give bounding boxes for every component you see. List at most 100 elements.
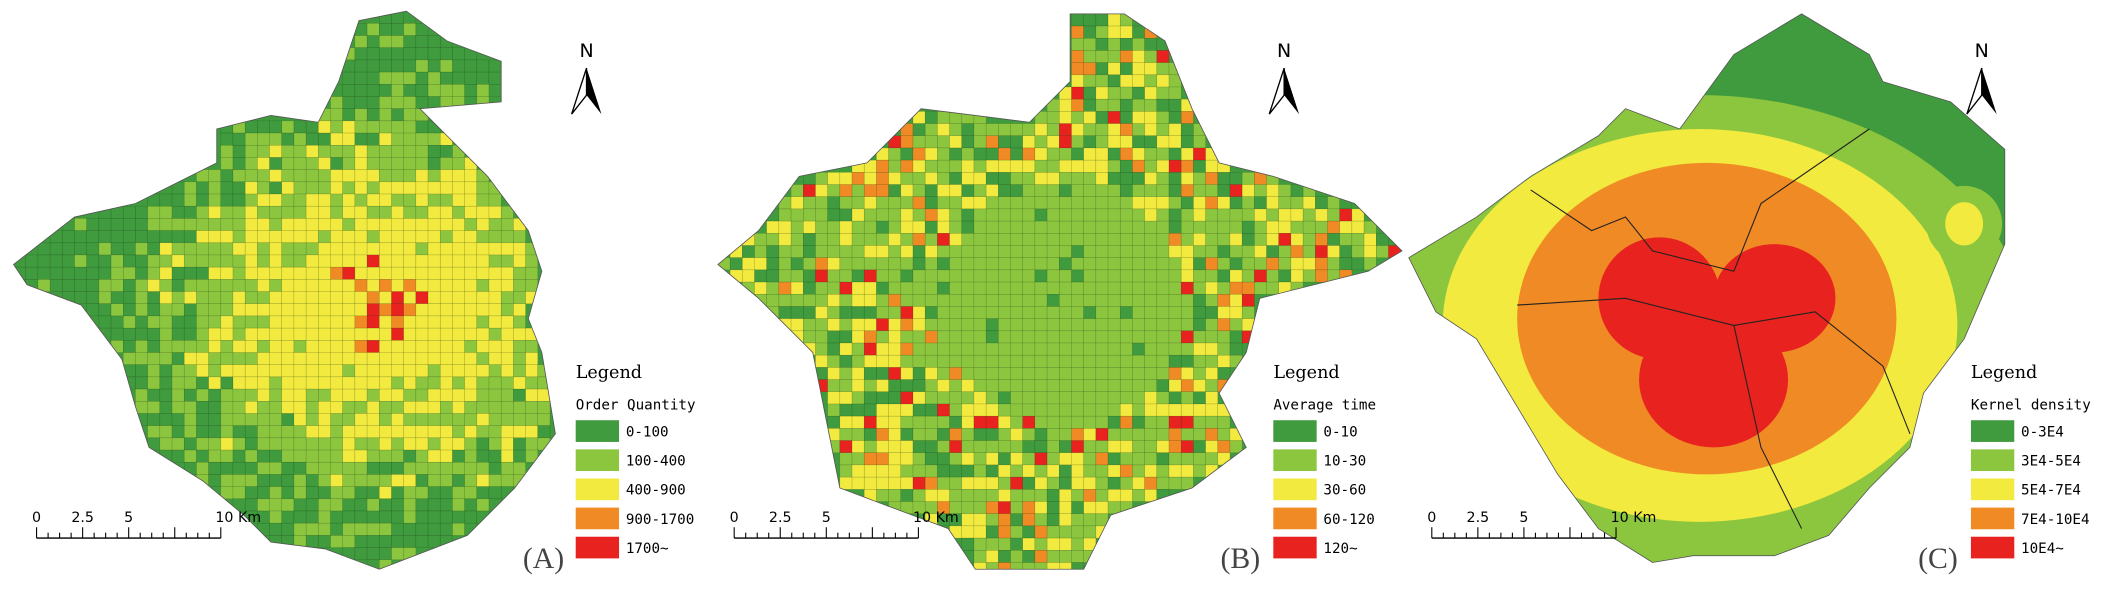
grid-cell xyxy=(778,220,792,234)
grid-cell xyxy=(281,315,295,329)
grid-cell xyxy=(1083,476,1097,490)
grid-cell xyxy=(427,254,441,268)
grid-cell xyxy=(1071,98,1084,112)
grid-cell xyxy=(135,230,148,244)
grid-cell xyxy=(330,449,343,463)
grid-cell xyxy=(1168,269,1182,283)
grid-cell xyxy=(1229,245,1243,258)
grid-cell xyxy=(912,123,926,137)
grid-cell xyxy=(1010,489,1023,502)
grid-cell xyxy=(305,157,319,170)
grid-cell xyxy=(427,132,441,146)
grid-cell xyxy=(912,269,926,283)
grid-cell xyxy=(269,132,283,146)
grid-cell xyxy=(1034,489,1048,502)
grid-cell xyxy=(1095,159,1109,173)
grid-cell xyxy=(354,242,368,256)
grid-cell xyxy=(318,425,331,439)
grid-cell xyxy=(305,510,319,524)
grid-cell xyxy=(1327,245,1340,258)
grid-cell xyxy=(1010,269,1023,283)
grid-cell xyxy=(171,413,185,426)
grid-cell xyxy=(1132,318,1145,332)
grid-cell xyxy=(452,84,465,97)
grid-cell xyxy=(147,340,161,353)
grid-cell xyxy=(391,169,404,183)
grid-cell xyxy=(1059,452,1072,466)
grid-cell xyxy=(1132,415,1145,429)
grid-cell xyxy=(1132,50,1145,63)
grid-cell xyxy=(1071,159,1084,173)
grid-cell xyxy=(851,330,865,344)
grid-cell xyxy=(500,474,514,487)
grid-cell xyxy=(851,281,865,295)
grid-cell xyxy=(1193,342,1206,356)
grid-cell xyxy=(900,196,914,210)
grid-cell xyxy=(1059,281,1072,295)
grid-cell xyxy=(1180,269,1194,283)
grid-cell xyxy=(924,281,938,295)
grid-cell xyxy=(269,401,283,414)
grid-cell xyxy=(1107,367,1121,380)
grid-cell xyxy=(1071,293,1084,307)
grid-cell xyxy=(403,498,417,512)
grid-cell xyxy=(1083,172,1097,185)
grid-cell xyxy=(1046,452,1060,466)
grid-cell xyxy=(1229,172,1243,185)
grid-cell xyxy=(98,279,112,292)
grid-cell xyxy=(1217,184,1231,197)
grid-cell xyxy=(973,440,987,454)
grid-cell xyxy=(912,159,926,173)
grid-cell xyxy=(391,535,404,548)
grid-cell xyxy=(1095,13,1109,27)
grid-cell xyxy=(1168,464,1182,478)
grid-cell xyxy=(110,266,124,280)
grid-cell xyxy=(488,230,502,244)
grid-cell xyxy=(1217,452,1231,466)
grid-cell xyxy=(1229,342,1243,356)
grid-cell xyxy=(949,269,963,283)
grid-cell xyxy=(415,340,429,353)
grid-cell xyxy=(427,47,441,61)
grid-cell xyxy=(973,281,987,295)
grid-cell xyxy=(464,84,478,97)
grid-cell xyxy=(1095,306,1109,319)
grid-cell xyxy=(985,293,999,307)
grid-cell xyxy=(366,35,380,48)
grid-cell xyxy=(851,208,865,222)
grid-cell xyxy=(888,367,902,380)
grid-cell xyxy=(208,169,222,183)
grid-cell xyxy=(1059,537,1072,551)
grid-cell xyxy=(1095,293,1109,307)
grid-cell xyxy=(973,184,987,197)
grid-cell xyxy=(464,498,478,512)
grid-cell xyxy=(464,193,478,207)
grid-cell xyxy=(98,315,112,329)
grid-cell xyxy=(183,401,197,414)
grid-cell xyxy=(49,242,63,256)
grid-cell xyxy=(415,254,429,268)
grid-cell xyxy=(1144,147,1158,161)
grid-cell xyxy=(366,535,380,548)
grid-cell xyxy=(1144,86,1158,100)
grid-cell xyxy=(1132,245,1145,258)
grid-cell xyxy=(778,245,792,258)
grid-cell xyxy=(1095,245,1109,258)
grid-cell xyxy=(937,172,950,185)
grid-cell xyxy=(961,537,975,551)
grid-cell xyxy=(196,376,209,390)
grid-cell xyxy=(171,279,185,292)
grid-cell xyxy=(379,327,392,341)
grid-cell xyxy=(1119,62,1133,76)
grid-cell xyxy=(985,172,999,185)
grid-cell xyxy=(525,266,539,280)
grid-cell xyxy=(985,135,999,149)
grid-cell xyxy=(863,354,877,368)
grid-cell xyxy=(912,489,926,502)
grid-cell xyxy=(985,476,999,490)
grid-cell xyxy=(1168,354,1182,368)
grid-cell xyxy=(439,279,453,292)
grid-cell xyxy=(427,364,441,378)
grid-cell xyxy=(1229,269,1243,283)
grid-cell xyxy=(135,327,148,341)
